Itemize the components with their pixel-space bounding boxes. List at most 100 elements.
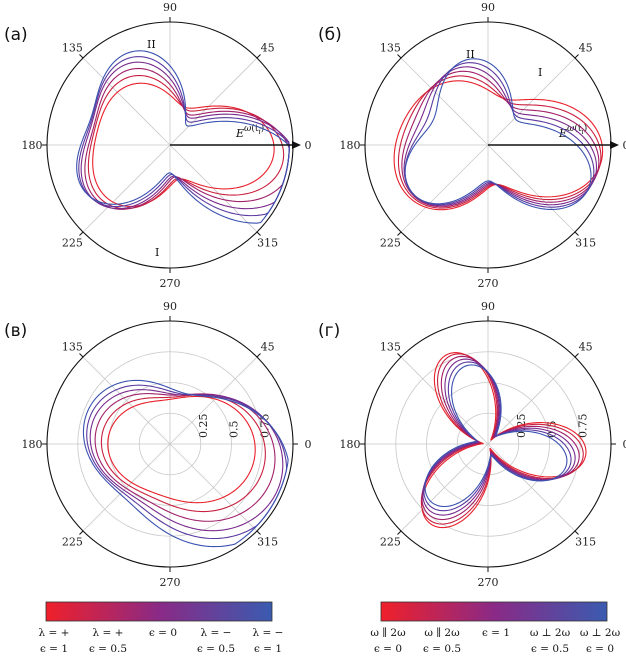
colorbar-1-top-4: λ = −	[201, 627, 232, 639]
colorbar-2-top-2: ω ∥ 2ω	[424, 627, 460, 639]
polar-spoke	[400, 57, 489, 146]
theta-label-135: 135	[62, 340, 83, 353]
colorbar-2-bottom-2: ϵ = 0.5	[423, 643, 461, 655]
polar-spoke	[400, 144, 489, 233]
theta-label-180: 180	[340, 438, 361, 451]
annotation-II-a: II	[147, 38, 156, 51]
polar-spoke	[487, 144, 576, 233]
theta-label-270: 270	[160, 277, 181, 290]
theta-label-225: 225	[380, 237, 401, 250]
series-curve-2	[420, 353, 584, 525]
theta-label-135: 135	[62, 41, 83, 54]
series-curve-3	[421, 355, 580, 521]
polar-ring	[77, 351, 263, 537]
polar-panel-b: (б) II I Eω(ti) 90 45 0 315 270 225 180 135	[318, 1, 626, 290]
theta-label-270: 270	[478, 277, 499, 290]
polar-spoke	[169, 57, 258, 146]
colorbar-1: λ = + λ = + ϵ = 0 λ = − λ = − ϵ = 1 ϵ = …	[39, 601, 283, 655]
theta-label-135: 135	[380, 340, 401, 353]
series-curve-1	[107, 395, 256, 504]
theta-tick	[256, 353, 261, 358]
colorbar-1-bottom-1: ϵ = 1	[40, 643, 68, 655]
theta-tick	[574, 353, 579, 358]
theta-label-225: 225	[380, 536, 401, 549]
colorbar-1-top-1: λ = +	[39, 627, 70, 639]
series-curve-1	[421, 352, 587, 529]
series-curve-5	[78, 56, 290, 217]
field-arg-a: (t	[251, 123, 259, 134]
polar-spoke	[82, 57, 171, 146]
theta-label-225: 225	[62, 536, 83, 549]
series-curve-3	[94, 393, 276, 522]
series-curve-5	[86, 384, 288, 540]
field-arrow-head	[292, 141, 301, 149]
theta-label-270: 270	[478, 576, 499, 589]
series-curve-1	[92, 82, 275, 207]
series-curve-4	[403, 66, 598, 207]
theta-label-315: 315	[575, 536, 596, 549]
series-curve-6	[404, 58, 592, 211]
theta-label-0: 0	[623, 438, 626, 451]
theta-label-90: 90	[481, 300, 495, 313]
colorbar-2-top-5: ω ⊥ 2ω	[580, 627, 621, 639]
field-omega-a: ω	[244, 124, 252, 134]
colorbar-2-bottom-1: ϵ = 0	[374, 643, 402, 655]
colorbar-2-gradient	[380, 601, 608, 622]
theta-tick	[256, 530, 261, 535]
theta-label-180: 180	[340, 139, 361, 152]
theta-label-135: 135	[380, 41, 401, 54]
series-curve-4	[422, 358, 576, 516]
annotation-I-b: I	[538, 66, 542, 79]
theta-label-315: 315	[257, 237, 278, 250]
theta-label-90: 90	[163, 300, 177, 313]
theta-label-45: 45	[579, 41, 593, 54]
polar-panel-a: (а) II I Eω(ti) 90 45 0 315 270 225 180 135	[4, 1, 312, 290]
polar-spoke	[82, 144, 171, 233]
theta-tick	[397, 54, 402, 59]
series-curve-5	[423, 361, 572, 512]
annotation-II-b: II	[466, 48, 475, 61]
theta-label-180: 180	[22, 438, 43, 451]
colorbar-2: ω ∥ 2ω ω ∥ 2ω ϵ = 1 ω ⊥ 2ω ω ⊥ 2ω ϵ = 0 …	[370, 601, 621, 655]
panel-label-d: (г)	[318, 321, 340, 341]
theta-tick	[256, 54, 261, 59]
theta-tick	[79, 353, 84, 358]
polar-grid-2	[42, 316, 298, 572]
field-arrow-head	[610, 141, 619, 149]
theta-label-45: 45	[261, 340, 275, 353]
field-close-b: )	[584, 123, 588, 134]
field-sub-b: i	[582, 128, 584, 136]
field-sub-a: i	[259, 128, 261, 136]
series-curve-2	[100, 394, 266, 513]
theta-label-180: 180	[22, 139, 43, 152]
polar-ring	[138, 412, 202, 476]
theta-tick	[79, 530, 84, 535]
r-tick-label: 0.25	[197, 414, 210, 439]
colorbar-2-bottom-4: ϵ = 0.5	[531, 643, 569, 655]
theta-tick	[574, 530, 579, 535]
colorbar-1-gradient	[45, 601, 273, 622]
field-arg-b: (t	[574, 123, 582, 134]
colorbar-2-top-3: ϵ = 1	[482, 627, 510, 639]
colorbar-1-top-3: ϵ = 0	[149, 627, 177, 639]
colorbar-2-top-1: ω ∥ 2ω	[370, 627, 406, 639]
theta-tick	[397, 353, 402, 358]
colorbar-1-bottom-5: ϵ = 1	[254, 643, 282, 655]
theta-label-90: 90	[481, 1, 495, 14]
series-curve-1	[393, 80, 604, 211]
theta-label-225: 225	[62, 237, 83, 250]
colorbar-2-top-4: ω ⊥ 2ω	[530, 627, 571, 639]
field-label-b: Eω(ti)	[558, 123, 587, 140]
theta-label-270: 270	[160, 576, 181, 589]
theta-tick	[574, 54, 579, 59]
theta-tick	[574, 231, 579, 236]
polar-grid-3	[360, 316, 616, 572]
polar-spoke	[487, 57, 576, 146]
annotation-I-a: I	[155, 246, 159, 259]
field-E-b: E	[558, 127, 567, 140]
theta-label-45: 45	[579, 340, 593, 353]
series-curve-6	[424, 364, 568, 508]
field-E-a: E	[235, 127, 244, 140]
